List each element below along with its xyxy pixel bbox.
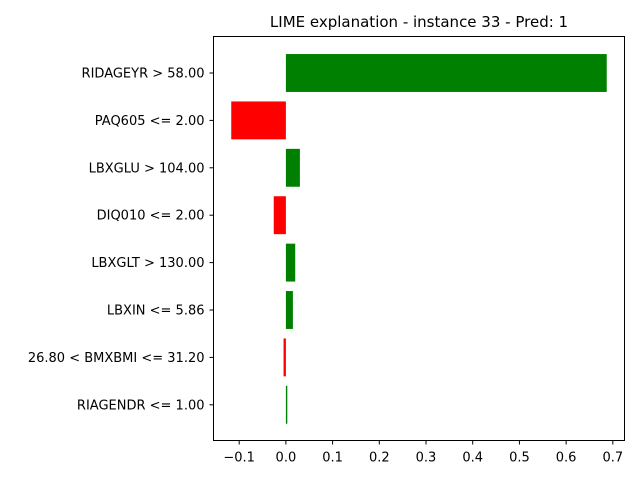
y-tick-label: LBXGLT > 130.00 <box>91 256 204 271</box>
bar <box>285 148 300 187</box>
y-tick-label: RIAGENDR <= 1.00 <box>77 398 205 413</box>
y-axis: RIDAGEYR > 58.00 PAQ605 <= 2.00 LBXGLU > 1… <box>28 67 214 413</box>
x-tick-label: 0.6 <box>556 451 577 466</box>
y-tick-label: LBXGLU > 104.00 <box>89 161 205 176</box>
bar <box>285 291 293 329</box>
bar <box>273 196 286 235</box>
x-tick-label: 0.7 <box>602 451 623 466</box>
bar <box>231 101 286 140</box>
plot-frame <box>213 36 625 441</box>
x-tick-label: 0.2 <box>369 451 390 466</box>
bar <box>285 385 288 424</box>
bars-layer <box>231 54 607 424</box>
y-tick-label: DIQ010 <= 2.00 <box>97 209 205 224</box>
x-axis: −0.1 0.0 0.1 0.2 0.3 0.4 0.5 0.6 0.7 <box>223 440 623 466</box>
x-tick-label: 0.4 <box>462 451 483 466</box>
x-tick-label: 0.1 <box>322 451 343 466</box>
x-tick-label: 0.3 <box>416 451 437 466</box>
x-tick-label: −0.1 <box>223 451 255 466</box>
y-tick-label: RIDAGEYR > 58.00 <box>82 67 205 82</box>
bar <box>283 338 286 377</box>
y-tick-label: LBXIN <= 5.86 <box>107 304 205 319</box>
chart-title: LIME explanation - instance 33 - Pred: 1 <box>270 13 568 31</box>
y-tick-label: 26.80 < BMXBMI <= 31.20 <box>28 351 205 366</box>
x-tick-label: 0.5 <box>509 451 530 466</box>
bar <box>285 54 607 92</box>
x-tick-label: 0.0 <box>276 451 297 466</box>
bar <box>285 243 296 282</box>
y-tick-label: PAQ605 <= 2.00 <box>95 114 205 129</box>
